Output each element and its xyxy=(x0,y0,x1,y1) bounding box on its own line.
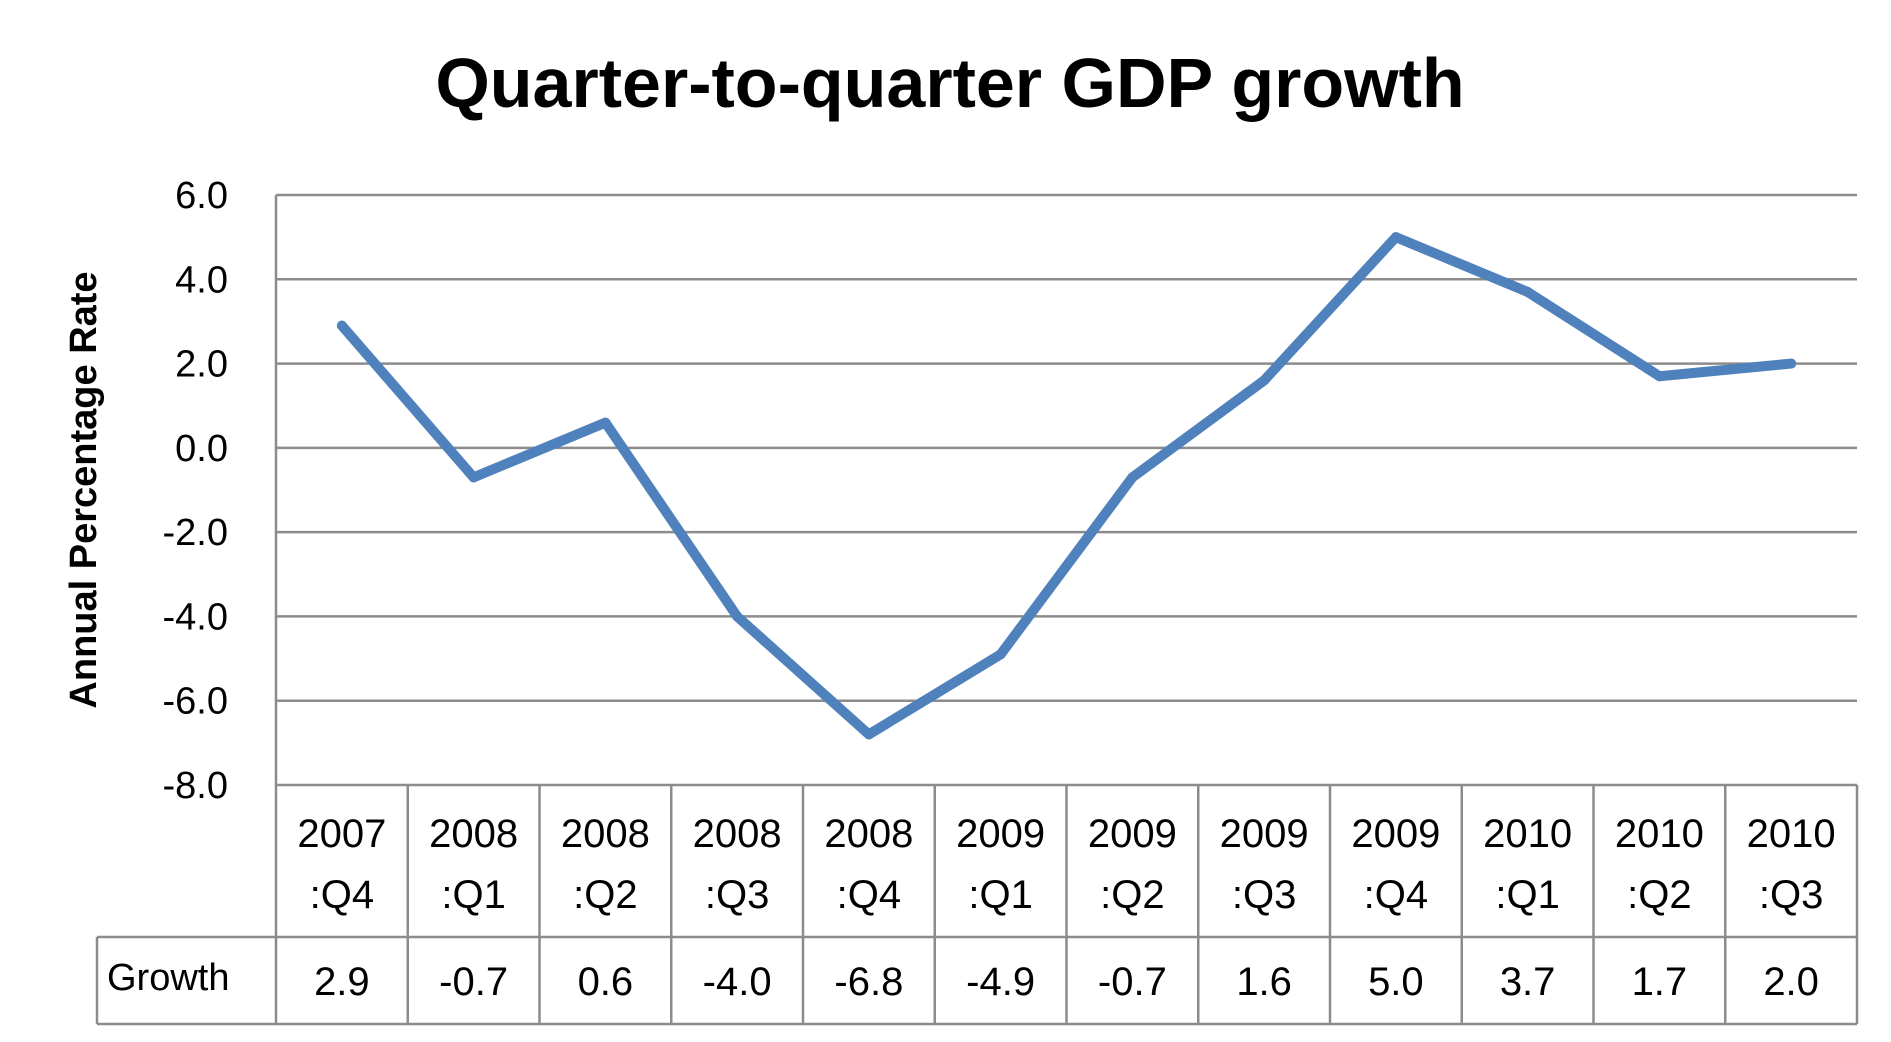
data-table-value: 1.7 xyxy=(1632,960,1688,1004)
x-tick-label-quarter: :Q3 xyxy=(705,873,769,917)
x-tick-label-quarter: :Q4 xyxy=(310,873,374,917)
x-tick-label-year: 2009 xyxy=(1088,812,1177,856)
x-tick-label-quarter: :Q4 xyxy=(1364,873,1428,917)
data-point xyxy=(1390,232,1401,243)
x-tick-label-year: 2009 xyxy=(956,812,1045,856)
x-tick-label-year: 2007 xyxy=(297,812,386,856)
data-table-value: 0.6 xyxy=(578,960,634,1004)
y-tick-label: -6.0 xyxy=(163,681,228,723)
data-table-value: 2.9 xyxy=(314,960,370,1004)
y-tick-label: 2.0 xyxy=(175,344,228,386)
x-tick-label-quarter: :Q2 xyxy=(1627,873,1691,917)
data-table-value: 3.7 xyxy=(1500,960,1556,1004)
x-tick-label-year: 2009 xyxy=(1351,812,1440,856)
data-point xyxy=(468,472,479,483)
y-tick-label: -8.0 xyxy=(163,765,228,807)
series-name-label: Growth xyxy=(107,957,229,999)
data-point xyxy=(1654,371,1665,382)
x-tick-label-quarter: :Q3 xyxy=(1232,873,1296,917)
data-point xyxy=(732,611,743,622)
chart-title: Quarter-to-quarter GDP growth xyxy=(435,44,1464,122)
series-line-growth xyxy=(336,232,1797,740)
x-tick-label-quarter: :Q2 xyxy=(573,873,637,917)
x-tick-label-quarter: :Q4 xyxy=(837,873,901,917)
data-table-value: 5.0 xyxy=(1368,960,1424,1004)
x-tick-label-year: 2010 xyxy=(1747,812,1836,856)
x-tick-label-year: 2008 xyxy=(429,812,518,856)
x-tick-label-year: 2009 xyxy=(1220,812,1309,856)
data-table-value: -6.8 xyxy=(834,960,903,1004)
x-tick-label-quarter: :Q1 xyxy=(441,873,505,917)
y-tick-label: 4.0 xyxy=(175,259,228,301)
x-tick-label-year: 2008 xyxy=(693,812,782,856)
data-table-value: 2.0 xyxy=(1763,960,1819,1004)
x-tick-label-quarter: :Q1 xyxy=(1495,873,1559,917)
data-table-value: -4.9 xyxy=(966,960,1035,1004)
x-tick-label-year: 2010 xyxy=(1615,812,1704,856)
x-tick-label-year: 2010 xyxy=(1483,812,1572,856)
x-tick-label-year: 2008 xyxy=(561,812,650,856)
data-point xyxy=(1786,358,1797,369)
data-table-value: -0.7 xyxy=(1098,960,1167,1004)
data-point xyxy=(995,649,1006,660)
data-point xyxy=(1259,375,1270,386)
y-tick-label: 0.0 xyxy=(175,428,228,470)
x-tick-label-quarter: :Q3 xyxy=(1759,873,1823,917)
data-point xyxy=(1522,286,1533,297)
data-table-value: 1.6 xyxy=(1236,960,1292,1004)
data-point xyxy=(336,320,347,331)
y-tick-label: -4.0 xyxy=(163,596,228,638)
y-tick-label: -2.0 xyxy=(163,512,228,554)
x-tick-label-year: 2008 xyxy=(824,812,913,856)
data-point xyxy=(600,417,611,428)
data-point xyxy=(1127,472,1138,483)
data-point xyxy=(863,729,874,740)
data-table-value: -4.0 xyxy=(703,960,772,1004)
x-tick-label-quarter: :Q1 xyxy=(968,873,1032,917)
x-tick-label-quarter: :Q2 xyxy=(1100,873,1164,917)
y-tick-label: 6.0 xyxy=(175,175,228,217)
data-table-value: -0.7 xyxy=(439,960,508,1004)
y-axis-label: Annual Percentage Rate xyxy=(63,271,105,708)
